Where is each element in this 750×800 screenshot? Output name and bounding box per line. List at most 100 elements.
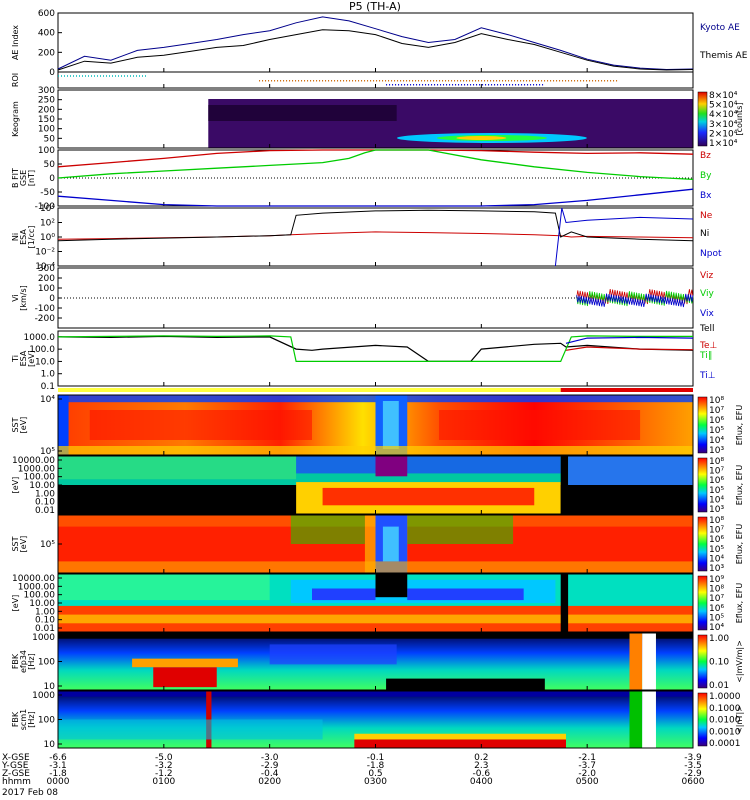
esa_ion-colorbar-label: 10⁵ [709,486,724,496]
fbk_e-ylabel: FBK [11,653,20,669]
fbk_e-ylabel: [Hz] [27,653,36,669]
esa_ion-ytick-label: 0.10 [35,498,55,508]
bfield-ytick-label: 0 [49,174,55,184]
keogram-ytick-label: 300 [38,86,55,96]
esa_ion-ytick-label: 0.01 [35,506,55,516]
velocity-ytick-label: -100 [35,304,56,314]
xaxis-tick-label: -3.5 [684,761,702,771]
mode-bar [58,388,693,392]
sst_elec-colorbar-label: 10³ [709,564,724,574]
density-ytick-label: 10⁻⁴ [35,262,55,272]
fbk_b-ylabel: scm1 [19,709,28,730]
keogram-ytick-label: 150 [38,115,55,125]
esa_elec-region [58,614,693,624]
xaxis-tick-label: -0.1 [367,753,385,763]
bfield-legend-by: By [700,171,712,181]
keogram-ytick-label: 100 [38,125,55,135]
temperature-legend-ti: Ti∥ [699,351,712,361]
fbk_b-region [354,739,566,748]
sst_elec-region [382,526,399,562]
esa_elec-region [407,588,524,601]
esa_ion-ytick-label: 10.00 [29,481,55,491]
esa_elec-colorbar-label: 10⁹ [709,575,724,585]
temperature-ytick-label: 0.1 [41,382,55,392]
fbk_b-colorbar-label: 0.0100 [709,716,741,726]
xaxis-tick-label: -1.2 [155,769,173,779]
fbk_e-colorbar-label: 0.10 [709,658,729,668]
fbk_e-region [629,633,643,690]
xaxis-tick-label: 0.5 [368,769,382,779]
fbk_e-ytick-label: 100 [38,658,55,668]
esa_ion-region [375,456,408,477]
fbk_b-colorbar-label: 1.0000 [709,692,741,702]
temperature-ylabel: [eV] [27,350,36,367]
xaxis-tick-label: -5.0 [155,753,173,763]
sst_ion-ylabel: SST [11,417,20,432]
temperature-ytick-label: 1000.0 [24,333,56,343]
xaxis-tick-label: -3.9 [684,753,702,763]
fbk_b-colorbar-label: 0.1000 [709,704,741,714]
esa_elec-colorbar-label: 10⁷ [709,594,724,604]
density-legend-npot: Npot [700,249,722,259]
temperature-series-tell [57,335,694,362]
fbk_e-ytick-label: 1000 [32,633,55,643]
fbk_b-colorbar-label: 0.0010 [709,727,741,737]
sst_ion-region [382,401,399,449]
esa_ion-ylabel: [eV] [11,477,20,494]
sst_elec-region [407,515,514,544]
esa_ion-colorbar-label: 10³ [709,505,724,515]
esa_elec-ylabel: [eV] [11,595,20,612]
esa_ion-region [322,487,535,506]
bfield-frame [57,149,694,207]
ae-legend-themisae: Themis AE [699,51,748,61]
xaxis-tick-label: -3.7 [578,761,596,771]
esa_elec-region [560,574,569,632]
velocity-ylabel: [km/s] [19,285,28,311]
keogram-ylabel: Keogram [11,101,20,137]
sst_ion-colorbar-title: Eflux, EFU [735,405,744,446]
fbk_e-colorbar-label: 0.01 [709,681,729,691]
fbk_b-ytick-label: 100 [38,716,55,726]
xaxis-tick-label: -2.9 [261,761,279,771]
keogram-colorbar-label: 3×10⁴ [709,120,738,130]
temperature-ytick-label: 10.0 [35,357,55,367]
sst_elec-colorbar-label: 10⁸ [709,516,724,526]
sst_elec-ytick-label: 10⁵ [40,540,55,550]
keogram-colorbar-label: 5×10⁴ [709,101,738,111]
esa_ion-panel: [eV] 10000.001000.00100.0010.001.000.100.… [11,455,744,516]
density-ylabel: ESA [19,229,28,245]
esa_elec-region [312,588,376,601]
esa_elec-ytick-label: 10000.00 [12,574,55,584]
temperature-legend-tell: Tell [699,324,715,334]
esa_elec-colorbar [697,575,708,631]
sst_elec-ylabel: [eV] [19,536,28,553]
keogram-ytick-label: 50 [44,134,56,144]
fbk_b-ytick-label: 1000 [32,691,55,701]
esa_ion-colorbar-label: 10⁸ [709,457,724,467]
fbk_b-region [354,733,566,740]
sst_ion-colorbar-label: 10⁷ [709,406,724,416]
xaxis-tick-label: 0400 [470,777,493,787]
xaxis-tick-label: -2.0 [578,769,596,779]
fbk_e-colorbar-title: <|mV/m|> [735,640,744,683]
keogram-colorbar-title: [counts] [735,103,744,136]
xaxis-tick-label: 0300 [364,777,387,787]
temperature-ylabel: Ti [11,355,20,363]
velocity-ytick-label: 200 [38,274,55,284]
mode-bar-fast [560,388,693,392]
keogram-colorbar-label: 2×10⁴ [709,129,738,139]
mode-bar-slow [58,388,561,392]
velocity-ytick-label: -200 [35,314,56,324]
density-ytick-label: 10⁰ [40,233,55,243]
temperature-frame [57,330,694,387]
xaxis-tick-label: 2.3 [474,761,488,771]
velocity-ytick-label: 300 [38,264,55,274]
sst_elec-colorbar-label: 10⁵ [709,545,724,555]
bfield-series-bx [57,188,694,207]
sst_ion-ylabel: [eV] [19,417,28,434]
xaxis-tick-label: 0100 [152,777,175,787]
density-legend-ni: Ni [700,229,709,239]
